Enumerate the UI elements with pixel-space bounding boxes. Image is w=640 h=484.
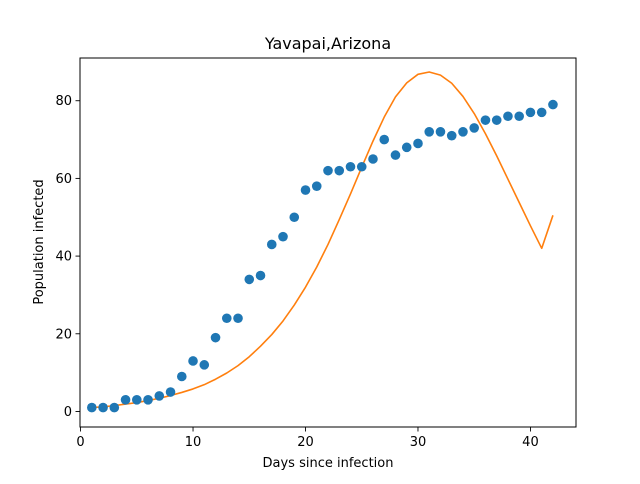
data-point: [525, 107, 536, 118]
x-tick-label: 30: [410, 435, 427, 450]
data-point: [233, 313, 243, 324]
data-point: [356, 161, 367, 172]
data-point: [120, 395, 131, 405]
data-point: [379, 134, 390, 145]
data-point: [199, 360, 210, 370]
data-point: [491, 115, 502, 125]
data-point: [345, 161, 356, 172]
data-point: [413, 138, 423, 149]
data-point: [98, 402, 108, 413]
x-tick-label: 40: [522, 435, 539, 450]
y-tick-label: 80: [55, 94, 72, 109]
data-point: [514, 111, 524, 122]
y-axis-label: Population infected: [32, 179, 47, 304]
data-point: [536, 107, 547, 118]
y-tick-label: 0: [64, 405, 72, 420]
data-point: [458, 127, 468, 137]
data-point: [188, 356, 198, 366]
x-tick-label: 20: [297, 435, 314, 450]
data-point: [311, 181, 322, 191]
data-point: [390, 150, 401, 160]
y-tick-label: 40: [55, 250, 72, 265]
data-point: [401, 142, 412, 153]
data-point: [323, 165, 333, 176]
axis-ticks: 0 10 20 30 40 0 20 40 60 80: [55, 94, 538, 450]
data-point: [210, 332, 221, 343]
data-point: [266, 239, 277, 250]
data-point: [480, 115, 491, 125]
x-tick-label: 0: [76, 435, 84, 450]
data-point: [435, 127, 446, 137]
data-point: [143, 395, 153, 405]
data-point: [109, 402, 120, 413]
data-point: [87, 402, 97, 413]
x-tick-label: 10: [185, 435, 202, 450]
data-point: [548, 99, 558, 110]
y-tick-label: 20: [55, 327, 72, 342]
data-point: [300, 185, 311, 195]
y-tick-label: 60: [55, 172, 72, 187]
data-point: [165, 387, 176, 397]
data-point: [154, 391, 165, 401]
data-point: [244, 274, 255, 285]
data-point: [503, 111, 513, 122]
data-point: [368, 154, 378, 164]
axes-frame: [79, 57, 577, 428]
x-axis-label: Days since infection: [263, 456, 394, 471]
data-point: [446, 130, 457, 141]
plot-area: [87, 71, 558, 413]
data-point: [424, 127, 435, 137]
data-point: [132, 395, 142, 405]
chart-title: Yavapai,Arizona: [264, 34, 391, 53]
data-point: [255, 270, 266, 281]
data-point: [176, 371, 187, 382]
data-point: [469, 123, 480, 133]
data-point: [278, 231, 288, 242]
data-point: [334, 165, 345, 176]
data-point: [221, 313, 232, 324]
data-point: [289, 212, 300, 223]
